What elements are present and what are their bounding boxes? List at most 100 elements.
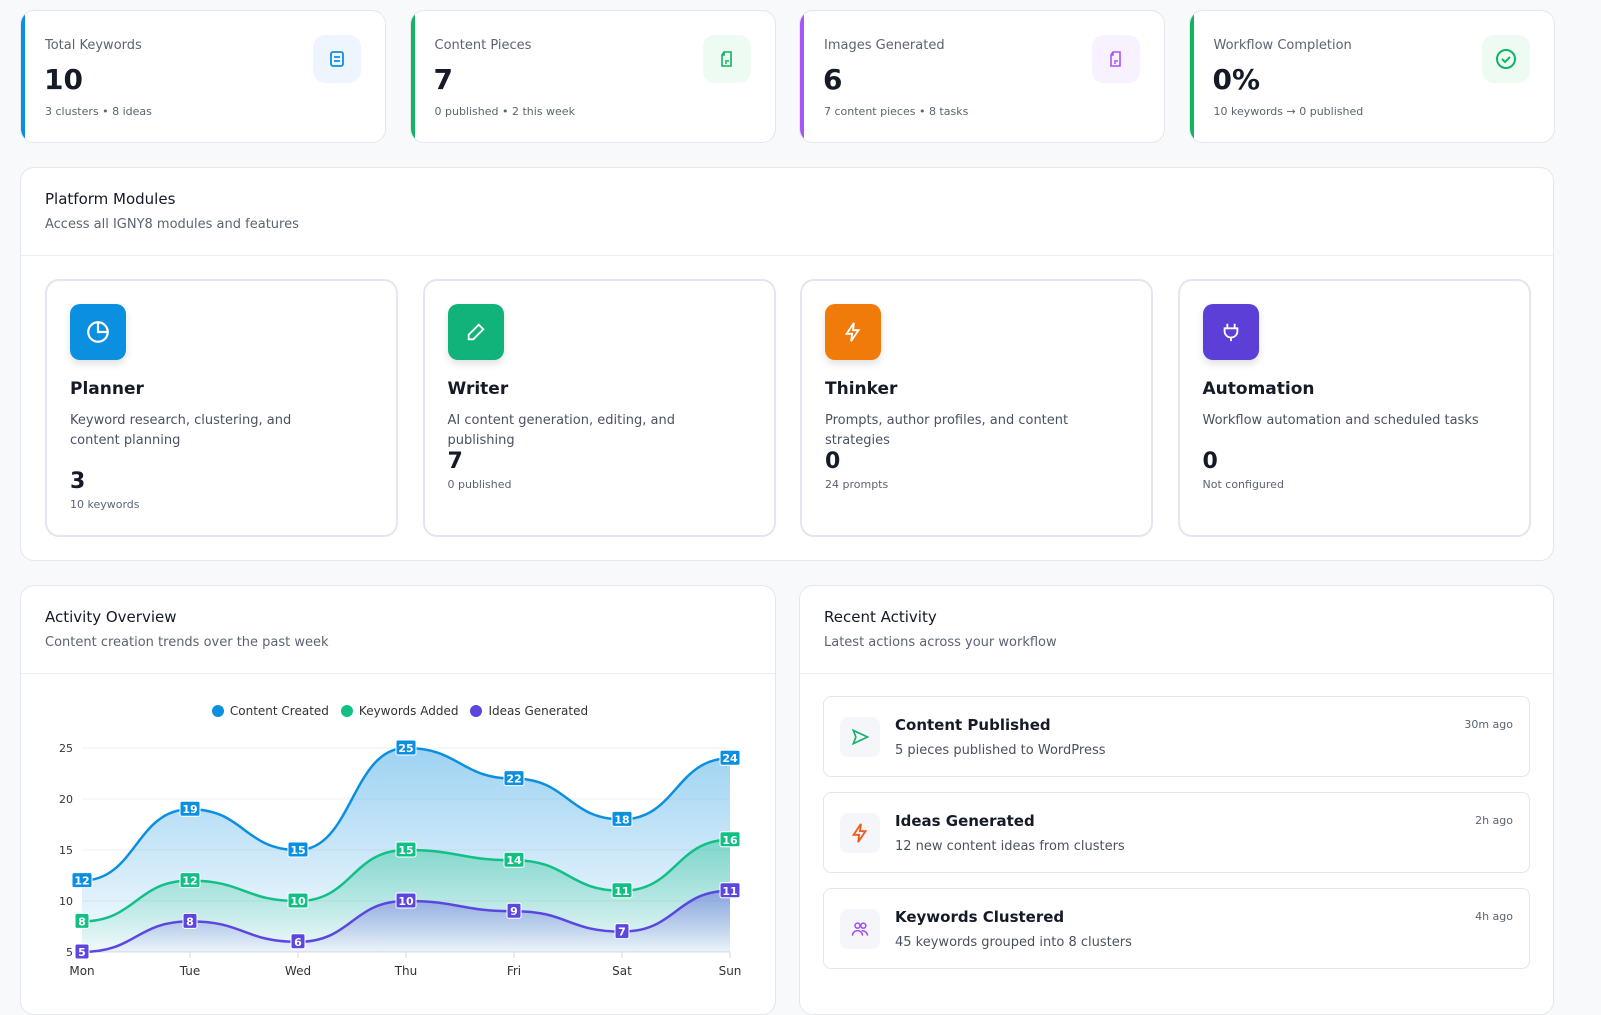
module-description: AI content generation, editing, and publ…	[447, 413, 676, 448]
legend-marker	[470, 705, 483, 717]
activity-time: 2h ago	[1475, 814, 1513, 827]
data-label: 8	[78, 915, 86, 928]
activity-title: Ideas Generated	[895, 812, 1035, 830]
stat-label: Images Generated	[824, 38, 945, 53]
data-label-box	[395, 892, 417, 909]
module-value: 0	[825, 449, 841, 474]
data-label-box	[71, 872, 93, 889]
activity-item[interactable]: Content Published 5 pieces published to …	[823, 696, 1530, 777]
series-area	[82, 890, 730, 952]
legend-marker	[211, 705, 224, 717]
data-label: 15	[290, 844, 305, 857]
stat-card-workflow-completion: Workflow Completion 0% 10 keywords → 0 p…	[1188, 10, 1555, 143]
data-label-box	[179, 800, 201, 817]
section-subtitle: Access all IGNY8 modules and features	[45, 217, 299, 232]
bolt-icon	[825, 304, 881, 360]
section-subtitle: Content creation trends over the past we…	[45, 635, 329, 650]
module-card-writer[interactable]: Writer AI content generation, editing, a…	[422, 279, 776, 537]
y-tick-label: 10	[59, 895, 73, 908]
data-label: 9	[510, 905, 518, 918]
legend-item[interactable]: Ideas Generated	[470, 704, 588, 718]
activity-time: 30m ago	[1464, 718, 1513, 731]
module-title: Thinker	[825, 379, 898, 399]
data-label: 12	[182, 875, 197, 888]
module-subtext: 0 published	[447, 478, 512, 491]
data-label: 14	[506, 854, 522, 867]
module-value: 0	[1202, 449, 1218, 474]
activity-item[interactable]: Ideas Generated 12 new content ideas fro…	[823, 792, 1530, 873]
stat-card-total-keywords: Total Keywords 10 3 clusters • 8 ideas	[20, 10, 386, 143]
send-icon	[840, 717, 880, 757]
chart-legend: Content Created Keywords Added Ideas Gener…	[0, 704, 800, 718]
stat-value: 10	[44, 63, 83, 96]
y-tick-label: 20	[59, 793, 73, 806]
activity-title: Content Published	[895, 716, 1051, 734]
file-icon	[702, 35, 751, 83]
stat-card-content-pieces: Content Pieces 7 0 published • 2 this we…	[409, 10, 776, 143]
legend-item[interactable]: Content Created	[211, 704, 329, 718]
data-label: 12	[74, 875, 89, 888]
list-doc-icon	[313, 35, 361, 83]
data-label-box	[287, 841, 309, 858]
data-label-box	[74, 912, 90, 929]
section-title: Activity Overview	[45, 608, 177, 626]
legend-label: Keywords Added	[358, 704, 459, 718]
data-label: 22	[506, 773, 521, 786]
data-label-box	[182, 912, 198, 929]
data-label-box	[179, 872, 201, 889]
data-label-box	[503, 851, 525, 868]
stat-card-images-generated: Images Generated 6 7 content pieces • 8 …	[799, 10, 1165, 143]
y-tick-label: 25	[59, 742, 73, 755]
stat-label: Total Keywords	[45, 38, 142, 53]
section-subtitle: Latest actions across your workflow	[824, 635, 1057, 650]
x-tick-label: Thu	[394, 964, 418, 978]
module-card-planner[interactable]: Planner Keyword research, clustering, an…	[45, 279, 398, 537]
data-label: 19	[182, 803, 197, 816]
section-title: Recent Activity	[824, 608, 937, 626]
legend-item[interactable]: Keywords Added	[340, 704, 459, 718]
data-label: 25	[398, 742, 413, 755]
module-card-thinker[interactable]: Thinker Prompts, author profiles, and co…	[800, 279, 1153, 537]
legend-label: Ideas Generated	[488, 704, 589, 718]
platform-modules-panel: Platform Modules Access all IGNY8 module…	[20, 167, 1554, 561]
activity-item[interactable]: Keywords Clustered 45 keywords grouped i…	[823, 888, 1530, 969]
data-label: 15	[398, 844, 413, 857]
data-label-box	[503, 770, 525, 787]
data-label: 18	[614, 813, 629, 826]
x-tick-label: Mon	[69, 964, 94, 978]
module-description: Keyword research, clustering, and conten…	[70, 413, 292, 448]
module-description: Prompts, author profiles, and content st…	[825, 413, 1069, 448]
bolt-icon	[840, 813, 880, 853]
y-tick-label: 15	[59, 844, 73, 857]
x-tick-label: Sat	[612, 964, 632, 978]
activity-title: Keywords Clustered	[895, 908, 1065, 926]
legend-marker	[340, 705, 353, 717]
data-label-box	[290, 933, 306, 950]
x-tick-label: Fri	[507, 964, 521, 978]
module-subtext: 10 keywords	[70, 498, 140, 511]
data-label: 24	[722, 752, 738, 765]
module-subtext: 24 prompts	[825, 478, 889, 491]
data-label: 11	[614, 885, 629, 898]
pie-chart-icon	[70, 304, 126, 360]
stat-label: Content Pieces	[434, 38, 532, 53]
data-label: 11	[722, 885, 737, 898]
users-icon	[840, 909, 880, 949]
activity-chart: 5 10 15 20 25 Mon Tue Wed Thu Fri Sat Sun 12 19 15 25 22…	[59, 739, 741, 978]
data-label: 6	[294, 936, 302, 949]
check-circle-icon	[1481, 35, 1530, 83]
stat-value: 6	[823, 63, 843, 96]
data-label: 8	[186, 915, 194, 928]
activity-time: 4h ago	[1475, 910, 1513, 923]
x-tick-label: Tue	[179, 964, 201, 978]
module-card-automation[interactable]: Automation Workflow automation and sched…	[1177, 279, 1531, 537]
stat-label: Workflow Completion	[1213, 38, 1352, 53]
y-tick-label: 5	[66, 946, 73, 959]
module-value: 7	[447, 449, 463, 474]
section-title: Platform Modules	[45, 190, 176, 208]
data-label-box	[614, 923, 630, 940]
pencil-icon	[447, 304, 504, 360]
data-label: 10	[398, 895, 414, 908]
data-label-box	[611, 810, 633, 827]
stat-value: 7	[433, 63, 453, 96]
